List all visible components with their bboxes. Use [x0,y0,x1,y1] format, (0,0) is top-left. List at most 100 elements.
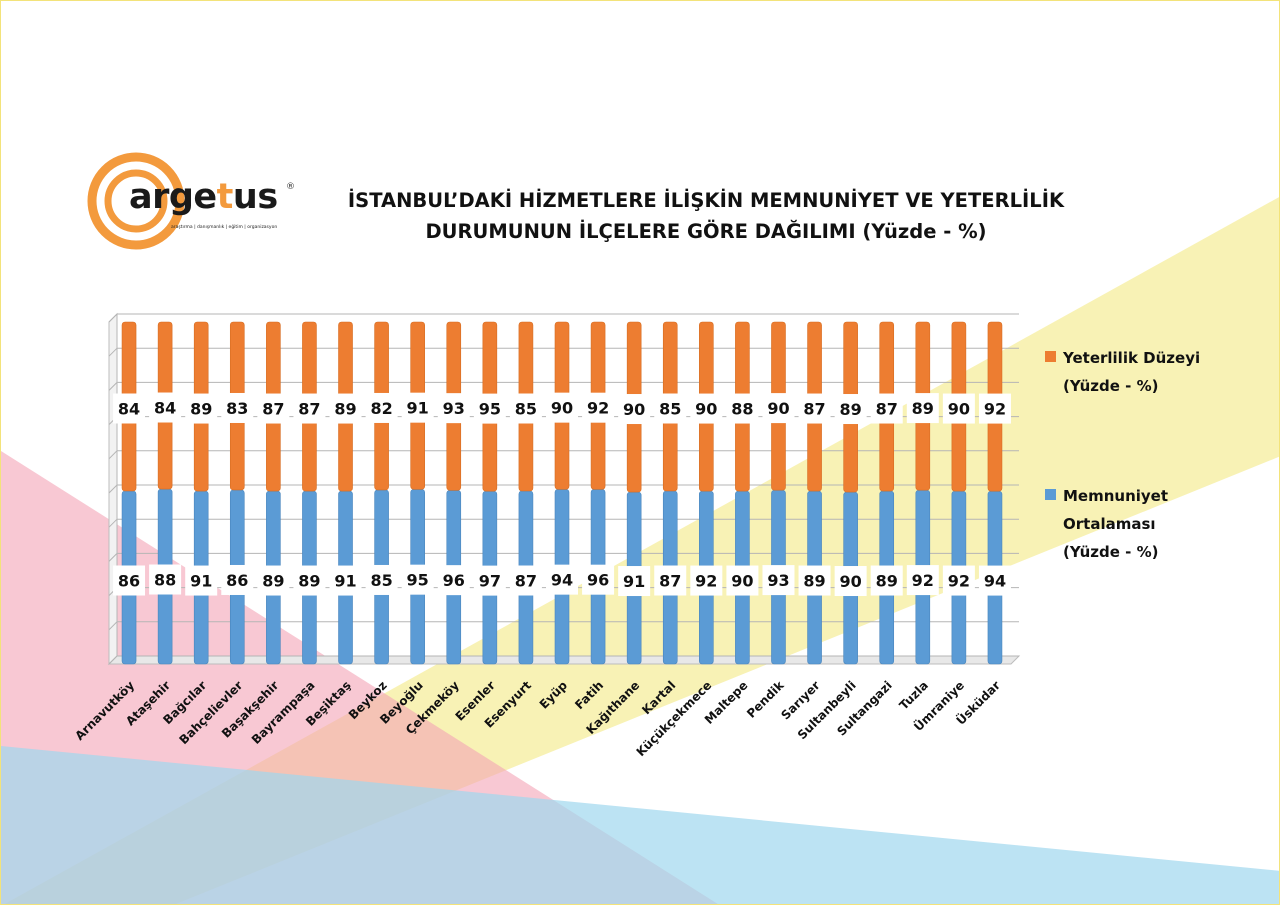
data-label-bg [870,565,903,596]
legend-swatch-memnuniyet [1045,489,1056,500]
data-label-bg [473,393,506,424]
data-label-bg [293,393,326,424]
data-label-bg [762,565,795,596]
data-label-bg [618,394,651,425]
category-label: Tuzla [897,678,931,712]
data-label-bg [906,565,939,596]
data-label-yeterlilik: 84 [118,399,140,418]
data-label-bg [978,393,1011,424]
legend-yeterlilik-line2: (Yüzde - %) [1063,377,1159,395]
data-label-memnuniyet: 94 [984,572,1006,591]
data-label-yeterlilik: 90 [767,399,789,418]
data-label-bg [546,392,578,423]
data-label-bg [618,566,651,597]
legend-yeterlilik: Yeterlilik Düzeyi (Yüzde - %) [1045,344,1201,400]
data-label-bg [942,393,975,424]
data-label-bg [978,565,1011,596]
data-label-bg [221,564,254,595]
data-label-yeterlilik: 90 [695,400,717,419]
data-label-memnuniyet: 92 [912,571,934,590]
data-label-yeterlilik: 90 [948,400,970,419]
data-label-memnuniyet: 89 [876,572,898,591]
data-label-yeterlilik: 89 [190,400,212,419]
data-label-yeterlilik: 85 [659,400,681,419]
category-label: Bayrampaşa [249,678,318,747]
legend-yeterlilik-line1: Yeterlilik Düzeyi [1063,349,1201,367]
data-label-yeterlilik: 82 [370,399,392,418]
data-label-memnuniyet: 89 [298,572,320,591]
logo-registered-mark: ® [286,182,295,192]
data-label-memnuniyet: 92 [948,572,970,591]
data-label-bg [113,565,146,596]
data-label-bg [257,393,290,424]
category-label: Fatih [572,678,606,712]
data-label-bg [473,565,506,596]
data-label-memnuniyet: 95 [407,571,429,590]
legend-memnuniyet-line2: Ortalaması [1063,515,1156,533]
data-label-memnuniyet: 89 [262,572,284,591]
title-line-1: İSTANBUL’DAKİ HİZMETLERE İLİŞKİN MEMNUNİ… [347,189,1065,212]
legend-memnuniyet: Memnuniyet Ortalaması (Yüzde - %) [1045,482,1169,566]
data-label-yeterlilik: 92 [587,399,609,418]
data-label-yeterlilik: 89 [840,400,862,419]
category-label: Eyüp [537,678,571,712]
data-label-bg [654,393,687,424]
data-label-bg [401,392,434,423]
data-label-yeterlilik: 84 [154,399,176,418]
data-label-bg [437,393,470,424]
legend-memnuniyet-line3: (Yüzde - %) [1063,543,1159,561]
data-label-memnuniyet: 87 [515,572,537,591]
data-label-yeterlilik: 87 [298,400,320,419]
data-label-yeterlilik: 83 [226,399,248,418]
data-label-bg [654,565,687,596]
data-label-bg [690,565,723,596]
data-label-memnuniyet: 88 [154,571,176,590]
data-label-bg [329,565,362,596]
data-label-yeterlilik: 88 [731,400,753,419]
data-label-bg [798,565,831,596]
data-label-yeterlilik: 89 [912,399,934,418]
category-label: Bahçelievler [177,678,246,747]
data-label-memnuniyet: 92 [695,572,717,591]
data-label-bg [509,565,542,596]
data-label-memnuniyet: 96 [587,571,609,590]
legend-memnuniyet-line1: Memnuniyet [1063,487,1169,505]
data-label-bg [870,393,903,424]
data-label-bg [149,392,182,423]
argetus-logo [87,152,185,250]
data-label-bg [834,394,867,425]
data-label-bg [185,565,218,596]
data-label-bg [762,393,795,424]
data-label-bg [365,392,398,423]
data-label-yeterlilik: 87 [262,400,284,419]
data-label-memnuniyet: 91 [190,572,212,591]
data-label-bg [546,564,578,595]
data-label-bg [582,564,615,595]
data-label-memnuniyet: 90 [840,572,862,591]
title-line-2: DURUMUNUN İLÇELERE GÖRE DAĞILIMI (Yüzde … [425,220,987,243]
data-label-bg [726,565,759,596]
data-label-bg [582,392,615,423]
data-label-bg [401,564,434,595]
data-label-bg [149,564,182,595]
data-label-bg [834,566,867,597]
data-label-bg [185,393,218,424]
data-label-yeterlilik: 91 [407,399,429,418]
data-label-bg [293,565,326,596]
data-label-bg [329,393,362,424]
logo-wordmark: argetus [129,177,278,217]
gridline [108,313,1019,323]
data-label-memnuniyet: 86 [226,571,248,590]
data-label-memnuniyet: 86 [118,571,140,590]
data-label-yeterlilik: 85 [515,400,537,419]
data-label-bg [906,393,939,424]
legend-swatch-yeterlilik [1045,351,1056,362]
data-label-yeterlilik: 90 [551,399,573,418]
data-label-yeterlilik: 93 [443,399,465,418]
chart-title: İSTANBUL’DAKİ HİZMETLERE İLİŞKİN MEMNUNİ… [301,185,1111,247]
data-label-bg [690,393,723,424]
data-label-memnuniyet: 87 [659,572,681,591]
data-label-yeterlilik: 87 [803,400,825,419]
